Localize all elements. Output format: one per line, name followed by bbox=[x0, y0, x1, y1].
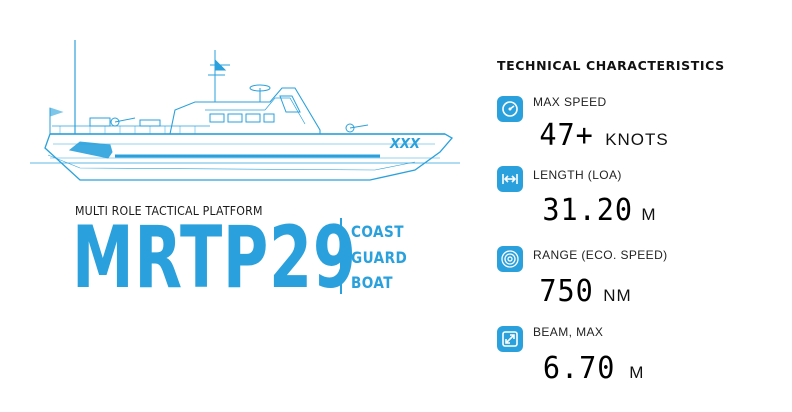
title-divider bbox=[340, 218, 342, 294]
length-value: 31.20 bbox=[542, 193, 633, 228]
spec-value-beam: 6.70 M bbox=[541, 351, 644, 386]
spec-label-length: LENGTH (LOA) bbox=[533, 168, 622, 182]
range-value: 750 bbox=[539, 274, 594, 309]
specs-title: TECHNICAL CHARACTERISTICS bbox=[497, 58, 725, 73]
max-speed-value: 47+ bbox=[539, 118, 594, 153]
boat-type-line-2: GUARD bbox=[351, 248, 408, 267]
range-unit: NM bbox=[603, 286, 632, 305]
spec-label-beam: BEAM, MAX bbox=[533, 325, 604, 339]
spec-value-length: 31.20 M bbox=[540, 193, 656, 228]
beam-value: 6.70 bbox=[542, 351, 616, 386]
platform-subtitle: MULTI ROLE TACTICAL PLATFORM bbox=[75, 203, 263, 218]
boat-type-line-1: COAST bbox=[351, 222, 404, 241]
hull-marking: XXX bbox=[389, 137, 421, 152]
beam-unit: M bbox=[629, 363, 645, 382]
spec-label-max-speed: MAX SPEED bbox=[533, 95, 607, 109]
spec-value-range: 750 NM bbox=[538, 274, 632, 309]
range-target-icon bbox=[497, 246, 523, 272]
ship-illustration: XXX bbox=[30, 40, 460, 181]
length-unit: M bbox=[641, 205, 657, 224]
max-speed-unit: KNOTS bbox=[605, 130, 669, 149]
boat-type-line-3: BOAT bbox=[351, 273, 394, 292]
model-name: MRTP29 bbox=[72, 208, 357, 308]
length-arrows-icon bbox=[497, 166, 523, 192]
speedometer-icon bbox=[497, 96, 523, 122]
beam-diagonal-icon bbox=[497, 326, 523, 352]
spec-label-range: RANGE (ECO. SPEED) bbox=[533, 248, 668, 262]
spec-value-max-speed: 47+ KNOTS bbox=[538, 118, 669, 153]
